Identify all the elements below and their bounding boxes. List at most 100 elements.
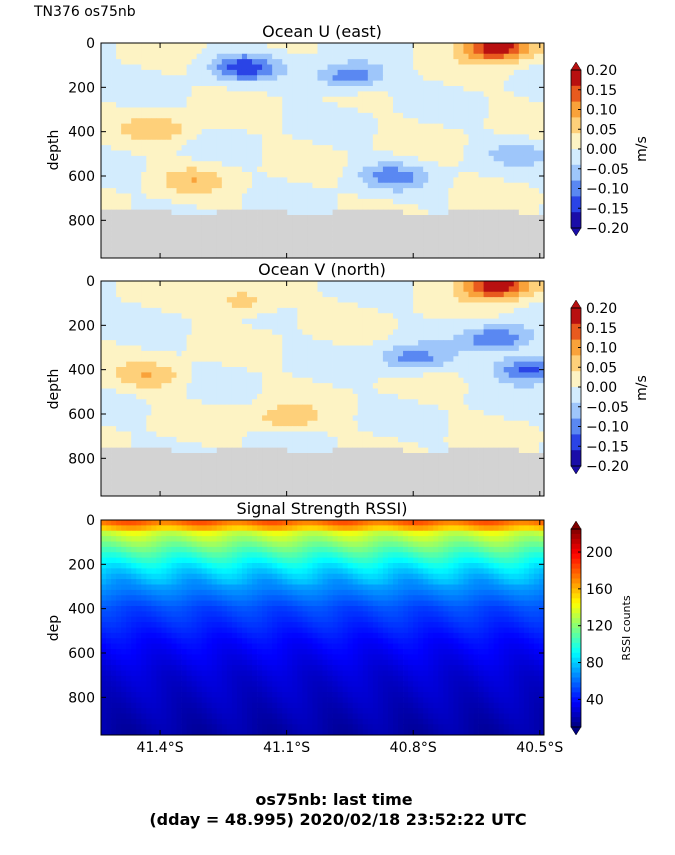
heatmap-cell: [106, 80, 112, 87]
heatmap-cell: [498, 297, 505, 303]
heatmap-cell: [392, 361, 399, 368]
heatmap-cell: [106, 118, 112, 125]
heatmap-cell: [403, 145, 409, 151]
heatmap-cell: [327, 166, 333, 173]
heatmap-cell: [463, 96, 469, 103]
heatmap-cell: [382, 53, 389, 60]
heatmap-cell: [312, 302, 318, 309]
heatmap-cell: [101, 241, 107, 248]
heatmap-cell: [307, 166, 313, 173]
heatmap-cell: [453, 145, 459, 151]
heatmap-cell: [428, 86, 434, 92]
heatmap-cell: [508, 209, 515, 216]
heatmap-cell: [106, 350, 112, 357]
heatmap-cell: [322, 291, 328, 298]
heatmap-cell: [478, 48, 484, 55]
heatmap-cell: [362, 291, 369, 298]
heatmap-cell: [398, 107, 404, 114]
heatmap-cell: [106, 356, 112, 363]
heatmap-cell: [403, 241, 409, 248]
heatmap-cell: [408, 324, 414, 330]
heatmap-cell: [342, 80, 349, 87]
heatmap-cell: [146, 145, 152, 151]
heatmap-cell: [382, 150, 389, 157]
heatmap-cell: [111, 166, 117, 173]
heatmap-cell: [267, 340, 273, 346]
heatmap-cell: [302, 118, 308, 125]
heatmap-cell: [317, 96, 323, 103]
heatmap-cell: [322, 177, 328, 184]
heatmap-cell: [513, 161, 520, 168]
heatmap-cell: [272, 334, 278, 341]
heatmap-cell: [257, 252, 263, 258]
heatmap-cell: [246, 286, 253, 293]
heatmap-cell: [428, 220, 434, 227]
heatmap-cell: [186, 107, 193, 114]
heatmap-cell: [166, 297, 172, 303]
heatmap-cell: [206, 324, 213, 330]
heatmap-cell: [493, 161, 500, 168]
heatmap-cell: [131, 302, 137, 309]
heatmap-cell: [151, 177, 157, 184]
heatmap-cell: [146, 209, 152, 216]
heatmap-cell: [211, 225, 218, 232]
heatmap-cell: [287, 75, 293, 82]
heatmap-cell: [377, 48, 384, 55]
heatmap-cell: [357, 313, 364, 320]
heatmap-cell: [302, 48, 308, 55]
heatmap-cell: [221, 313, 228, 320]
heatmap-cell: [121, 252, 127, 258]
heatmap-cell: [438, 123, 444, 130]
heatmap-cell: [392, 281, 399, 287]
heatmap-cell: [398, 134, 404, 141]
heatmap-cell: [151, 302, 157, 309]
heatmap-cell: [322, 43, 328, 49]
heatmap-cell: [317, 182, 323, 189]
heatmap-cell: [116, 204, 122, 211]
heatmap-cell: [488, 334, 495, 341]
heatmap-cell: [196, 161, 203, 168]
heatmap-cell: [287, 155, 293, 162]
heatmap-cell: [121, 69, 127, 76]
heatmap-cell: [342, 182, 349, 189]
heatmap-cell: [322, 69, 328, 76]
heatmap-cell: [362, 318, 369, 325]
heatmap-cell: [503, 356, 510, 363]
heatmap-cell: [161, 324, 167, 330]
heatmap-cell: [473, 129, 479, 135]
heatmap-cell: [448, 91, 454, 98]
heatmap-cell: [151, 215, 157, 221]
heatmap-cell: [513, 43, 520, 49]
heatmap-cell: [196, 48, 203, 55]
heatmap-cell: [241, 69, 248, 76]
heatmap-cell: [488, 220, 495, 227]
heatmap-cell: [367, 286, 374, 293]
heatmap-cell: [473, 64, 479, 71]
heatmap-cell: [287, 345, 293, 352]
heatmap-cell: [352, 166, 359, 173]
heatmap-cell: [332, 302, 338, 309]
heatmap-cell: [186, 172, 193, 178]
heatmap-cell: [277, 123, 283, 130]
heatmap-cell: [136, 80, 142, 87]
heatmap-cell: [433, 96, 439, 103]
heatmap-cell: [443, 112, 449, 119]
heatmap-cell: [533, 96, 540, 103]
heatmap-cell: [121, 177, 127, 184]
heatmap-cell: [438, 318, 444, 325]
heatmap-cell: [156, 139, 162, 146]
heatmap-cell: [292, 48, 298, 55]
heatmap-cell: [216, 129, 223, 135]
heatmap-cell: [453, 324, 459, 330]
heatmap-cell: [463, 69, 469, 76]
heatmap-cell: [302, 281, 308, 287]
heatmap-cell: [307, 177, 313, 184]
heatmap-cell: [458, 155, 464, 162]
heatmap-cell: [267, 75, 273, 82]
heatmap-cell: [226, 193, 233, 200]
heatmap-cell: [398, 64, 404, 71]
heatmap-cell: [327, 43, 333, 49]
heatmap-cell: [231, 69, 238, 76]
heatmap-cell: [176, 291, 182, 298]
heatmap-cell: [312, 281, 318, 287]
